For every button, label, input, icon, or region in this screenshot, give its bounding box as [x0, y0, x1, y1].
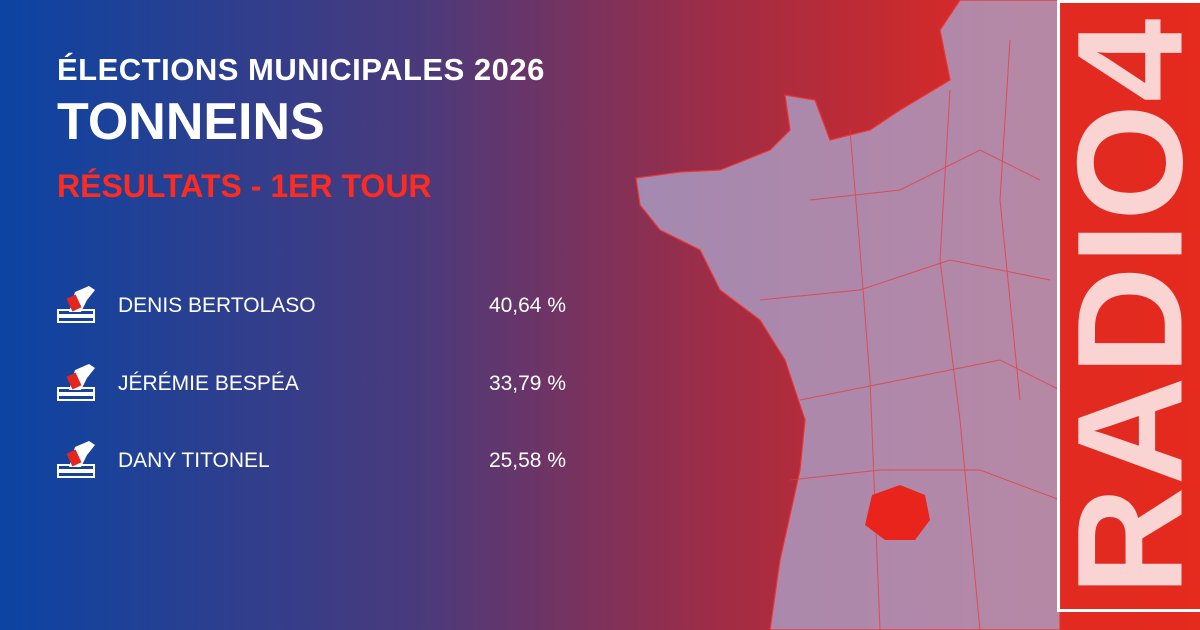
- candidate-score: 25,58 %: [488, 449, 566, 472]
- subtitle: RÉSULTATS - 1ER TOUR: [57, 168, 432, 204]
- result-row: JÉRÉMIE BESPÉA 33,79 %: [55, 364, 575, 404]
- result-row: DANY TITONEL 25,58 %: [55, 441, 575, 481]
- candidate-score: 40,64 %: [488, 294, 566, 317]
- ballot-icon: [57, 364, 95, 401]
- ballot-icon: [57, 286, 95, 323]
- candidate-score: 33,79 %: [488, 372, 566, 395]
- brand-text: RADIO4: [1045, 16, 1200, 596]
- city: TONNEINS: [57, 93, 325, 151]
- candidate-name: DANY TITONEL: [118, 449, 270, 472]
- result-row: DENIS BERTOLASO 40,64 %: [55, 286, 575, 326]
- ballot-icon: [57, 441, 95, 478]
- france-shape: [635, 0, 1061, 630]
- candidate-name: DENIS BERTOLASO: [118, 294, 316, 317]
- candidate-name: JÉRÉMIE BESPÉA: [118, 372, 299, 395]
- department-borders: [759, 39, 1061, 630]
- highlighted-department: [865, 485, 930, 540]
- brand-logo: RADIO4: [1046, 0, 1200, 612]
- title: ÉLECTIONS MUNICIPALES 2026: [57, 52, 545, 87]
